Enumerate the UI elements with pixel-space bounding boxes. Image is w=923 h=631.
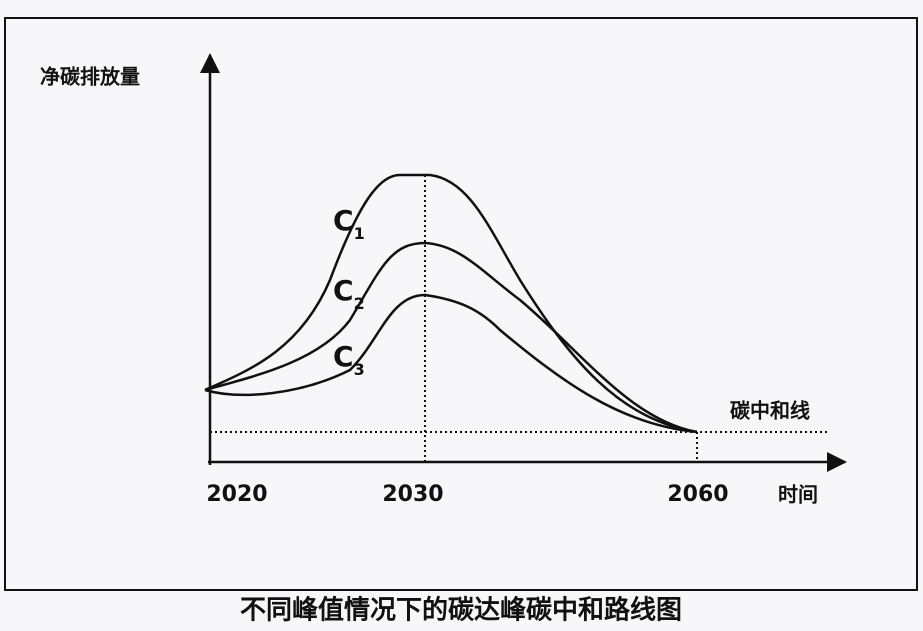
curve-letter: C: [333, 340, 354, 373]
curve-label: C3: [333, 340, 365, 379]
caption: 不同峰值情况下的碳达峰碳中和路线图: [240, 595, 682, 626]
curve-c1: [204, 173, 698, 434]
curve-letter: C: [333, 274, 354, 307]
x-axis-label: 时间: [778, 483, 818, 507]
curve-label: C2: [333, 274, 365, 313]
curve-subscript: 3: [354, 360, 365, 379]
curve-c2: [204, 241, 698, 434]
neutral-line-label: 碳中和线: [730, 399, 810, 423]
x-label: 2060: [667, 482, 728, 507]
x-label: 2020: [206, 482, 267, 507]
curve-subscript: 2: [354, 294, 365, 313]
curve-c3: [204, 293, 698, 434]
x-label: 2030: [382, 482, 443, 507]
curve-label: C1: [333, 204, 365, 243]
curve-letter: C: [333, 204, 354, 237]
curve-subscript: 1: [354, 224, 365, 243]
y-axis-label: 净碳排放量: [40, 65, 140, 89]
